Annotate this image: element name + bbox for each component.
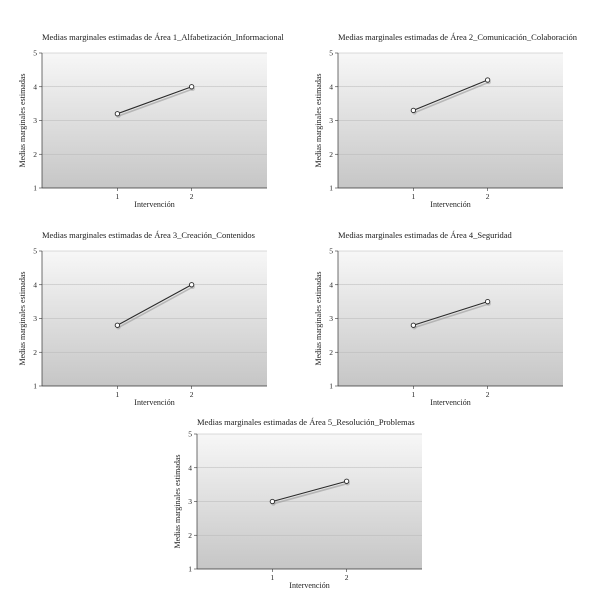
- y-tick-label: 5: [33, 247, 37, 256]
- y-axis-label: Medias marginales estimadas: [314, 73, 323, 167]
- x-tick-label: 2: [190, 390, 194, 399]
- x-tick-label: 1: [271, 573, 275, 582]
- y-tick-label: 4: [329, 280, 333, 289]
- series-line: [117, 86, 192, 115]
- x-tick-label: 2: [486, 390, 490, 399]
- chart-title: Medias marginales estimadas de Área 5_Re…: [197, 417, 415, 427]
- y-tick-label: 1: [329, 382, 333, 391]
- y-tick-label: 2: [329, 348, 333, 357]
- y-tick-label: 1: [33, 382, 37, 391]
- y-tick-label: 5: [188, 430, 192, 439]
- y-tick-label: 2: [188, 531, 192, 540]
- chart-title: Medias marginales estimadas de Área 4_Se…: [338, 230, 513, 240]
- y-tick-label: 3: [33, 314, 37, 323]
- data-point: [114, 111, 121, 117]
- chart-title: Medias marginales estimadas de Área 1_Al…: [42, 32, 284, 42]
- data-point: [484, 298, 491, 305]
- y-tick-label: 4: [329, 82, 333, 91]
- y-tick-label: 1: [188, 565, 192, 574]
- y-tick-label: 4: [33, 82, 37, 91]
- y-axis-label: Medias marginales estimadas: [18, 73, 27, 167]
- y-tick-label: 2: [33, 348, 37, 357]
- series-line: [413, 301, 488, 326]
- chart-title: Medias marginales estimadas de Área 2_Co…: [338, 32, 578, 42]
- x-tick-label: 1: [412, 390, 416, 399]
- series-line-shadow: [414, 81, 490, 114]
- x-axis-label: Intervención: [430, 200, 470, 209]
- series-line: [413, 79, 488, 111]
- series-line-shadow: [118, 286, 194, 329]
- data-point: [343, 478, 350, 484]
- x-tick-label: 1: [116, 390, 120, 399]
- data-point: [188, 84, 195, 90]
- y-tick-label: 5: [329, 49, 333, 58]
- x-tick-label: 1: [116, 192, 120, 201]
- series-line: [117, 284, 192, 326]
- x-axis-label: Intervención: [134, 200, 174, 209]
- x-tick-label: 1: [412, 192, 416, 201]
- y-tick-label: 4: [188, 463, 192, 472]
- series-line-shadow: [273, 482, 349, 505]
- data-point: [410, 107, 417, 114]
- y-tick-label: 2: [329, 150, 333, 159]
- data-point: [188, 282, 195, 288]
- x-tick-label: 2: [190, 192, 194, 201]
- data-point: [269, 498, 276, 505]
- y-tick-label: 3: [33, 116, 37, 125]
- y-tick-label: 5: [329, 247, 333, 256]
- x-tick-label: 2: [486, 192, 490, 201]
- x-axis-label: Intervención: [430, 398, 470, 407]
- y-axis-label: Medias marginales estimadas: [314, 271, 323, 365]
- x-axis-label: Intervención: [289, 581, 329, 590]
- y-tick-label: 3: [329, 314, 333, 323]
- series-line-shadow: [414, 303, 490, 329]
- data-point: [484, 77, 491, 83]
- y-tick-label: 2: [33, 150, 37, 159]
- y-tick-label: 3: [188, 497, 192, 506]
- y-tick-label: 1: [33, 184, 37, 193]
- series-line-shadow: [118, 88, 194, 117]
- chart-title: Medias marginales estimadas de Área 3_Cr…: [42, 230, 255, 240]
- data-point: [114, 322, 121, 328]
- x-tick-label: 2: [345, 573, 349, 582]
- y-tick-label: 3: [329, 116, 333, 125]
- y-tick-label: 1: [329, 184, 333, 193]
- x-axis-label: Intervención: [134, 398, 174, 407]
- y-axis-label: Medias marginales estimadas: [18, 271, 27, 365]
- data-point: [410, 322, 417, 328]
- y-axis-label: Medias marginales estimadas: [173, 454, 182, 548]
- series-line: [272, 480, 347, 503]
- y-tick-label: 4: [33, 280, 37, 289]
- y-tick-label: 5: [33, 49, 37, 58]
